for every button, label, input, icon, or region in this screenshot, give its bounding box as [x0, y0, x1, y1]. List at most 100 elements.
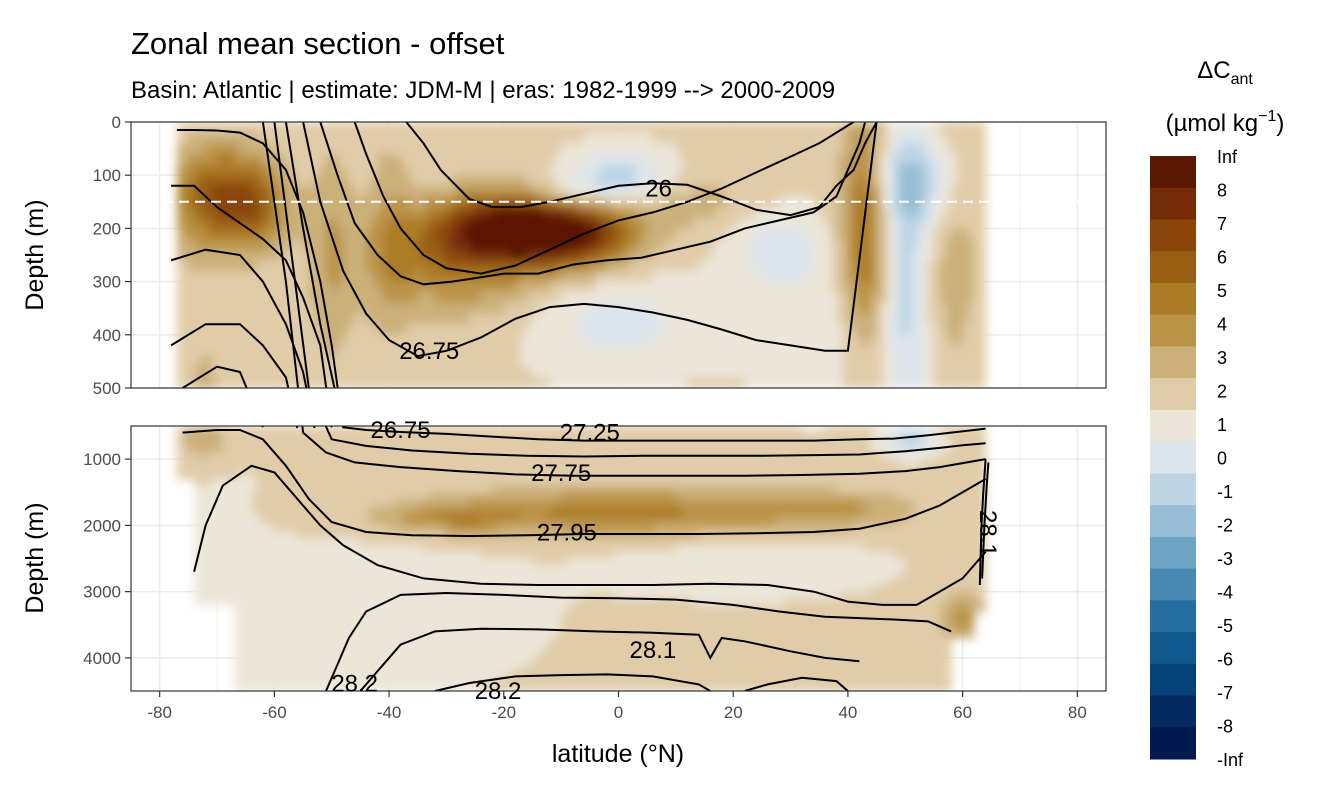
chart-title: Zonal mean section - offset — [131, 26, 505, 61]
legend-label: 6 — [1217, 248, 1227, 268]
contour-label: 28.2 — [475, 678, 522, 705]
legend-swatch — [1150, 156, 1196, 189]
isopycnal-contour-lower — [744, 676, 849, 691]
legend-label: -1 — [1217, 482, 1233, 502]
legend-swatch — [1150, 695, 1196, 728]
contour-label: 26.75 — [371, 417, 431, 444]
legend-swatch — [1150, 568, 1196, 601]
contour-label: 27.95 — [537, 520, 597, 547]
y-tick-label: 500 — [93, 379, 121, 398]
legend-label: 5 — [1217, 281, 1227, 301]
legend: ΔCant (µmol kg−1) Inf 8 7 6 5 4 3 2 1 0 -1 -2 -3 -4 -5… — [1150, 57, 1284, 770]
legend-swatch — [1150, 727, 1196, 760]
x-axis: -80 -60 -40 -20 0 20 40 60 80 — [147, 691, 1087, 722]
legend-swatch — [1150, 187, 1196, 220]
x-tick-label: -60 — [262, 703, 287, 722]
legend-label: 7 — [1217, 214, 1227, 234]
y-tick-label: 4000 — [83, 649, 121, 668]
legend-label: 2 — [1217, 382, 1227, 402]
x-tick-label: 60 — [953, 703, 972, 722]
legend-swatch — [1150, 600, 1196, 633]
isopycnal-contour-lower — [981, 462, 990, 579]
y-tick-label: 3000 — [83, 583, 121, 602]
legend-label: 0 — [1217, 449, 1227, 469]
legend-title-sub: ant — [1231, 71, 1254, 88]
isopycnal-contour-lower — [359, 627, 860, 691]
y-tick-label: 1000 — [83, 450, 121, 469]
legend-unit-main: (µmol kg — [1166, 110, 1259, 137]
panel-lower: 1000 2000 3000 4000 -80 -60 -40 -20 0 20 40 60 80 — [83, 425, 1107, 722]
legend-title: ΔCant — [1197, 57, 1253, 88]
legend-swatch — [1150, 632, 1196, 665]
isopycnal-contour-lower — [434, 673, 711, 691]
contours-upper — [170, 122, 878, 388]
legend-label: -5 — [1217, 616, 1233, 636]
legend-swatch — [1150, 314, 1196, 347]
legend-title-main: ΔC — [1197, 57, 1230, 84]
legend-swatch — [1150, 378, 1196, 411]
isopycnal-contour-upper — [302, 122, 878, 358]
contour-label: 28.1 — [630, 637, 677, 664]
x-tick-label: -80 — [147, 703, 172, 722]
isopycnal-contour-upper — [353, 122, 855, 275]
legend-swatch — [1150, 219, 1196, 252]
legend-swatch — [1150, 282, 1196, 316]
legend-swatch — [1150, 536, 1196, 570]
contour-label: 26 — [645, 176, 672, 203]
legend-label: 3 — [1217, 348, 1227, 368]
legend-label: -4 — [1217, 583, 1233, 603]
isopycnal-contour-lower — [301, 426, 986, 477]
isopycnal-contour-upper — [176, 129, 339, 388]
legend-swatch — [1150, 251, 1196, 284]
isopycnal-contour-lower — [182, 429, 987, 538]
contour-label: 27.25 — [560, 420, 620, 447]
isopycnal-contour-lower — [341, 426, 986, 442]
legend-label: 4 — [1217, 315, 1227, 335]
x-tick-label: 0 — [614, 703, 623, 722]
legend-label: -8 — [1217, 717, 1233, 737]
legend-unit-sup: −1 — [1258, 108, 1276, 125]
legend-unit: (µmol kg−1) — [1166, 108, 1285, 137]
legend-label: -7 — [1217, 683, 1233, 703]
isopycnal-contour-upper — [405, 122, 878, 217]
chart-subtitle: Basin: Atlantic | estimate: JDM-M | eras… — [131, 77, 835, 104]
legend-swatch — [1150, 663, 1196, 697]
y-tick-label: 400 — [93, 326, 121, 345]
contour-label: 28.2 — [331, 671, 378, 698]
legend-swatch — [1150, 473, 1196, 506]
legend-label: -Inf — [1217, 750, 1244, 770]
isopycnal-contour-upper — [170, 248, 308, 388]
contour-label: 28.1 — [974, 510, 1001, 557]
isopycnal-contour-lower — [324, 426, 986, 458]
legend-unit-close: ) — [1276, 110, 1284, 137]
legend-label: -6 — [1217, 650, 1233, 670]
contours-lower — [182, 426, 990, 691]
legend-swatch — [1150, 441, 1196, 474]
contour-label: 27.75 — [531, 460, 591, 487]
y-tick-label: 0 — [112, 113, 121, 132]
y-axis-label-lower: Depth (m) — [21, 502, 49, 613]
y-axis-label-upper: Depth (m) — [21, 199, 49, 310]
y-axis-upper: 0 100 200 300 400 500 — [93, 113, 131, 398]
y-tick-label: 200 — [93, 219, 121, 238]
x-tick-label: -20 — [492, 703, 517, 722]
legend-label: 1 — [1217, 415, 1227, 435]
legend-swatch — [1150, 505, 1196, 538]
isopycnal-contour-upper — [182, 365, 248, 388]
x-tick-label: -40 — [377, 703, 402, 722]
y-tick-label: 300 — [93, 273, 121, 292]
x-tick-label: 40 — [838, 703, 857, 722]
panel-upper: 0 100 200 300 400 500 — [93, 113, 1107, 398]
isopycnal-contour-lower — [325, 591, 952, 691]
legend-label: -2 — [1217, 516, 1233, 536]
isopycnal-contour-upper — [171, 184, 328, 388]
legend-swatch — [1150, 346, 1196, 379]
isopycnal-contour-upper — [170, 323, 290, 388]
x-tick-label: 20 — [724, 703, 743, 722]
x-axis-label: latitude (°N) — [552, 740, 684, 768]
y-tick-label: 2000 — [83, 516, 121, 535]
legend-swatch — [1150, 409, 1196, 443]
y-tick-label: 100 — [93, 166, 121, 185]
legend-label: Inf — [1217, 147, 1238, 167]
